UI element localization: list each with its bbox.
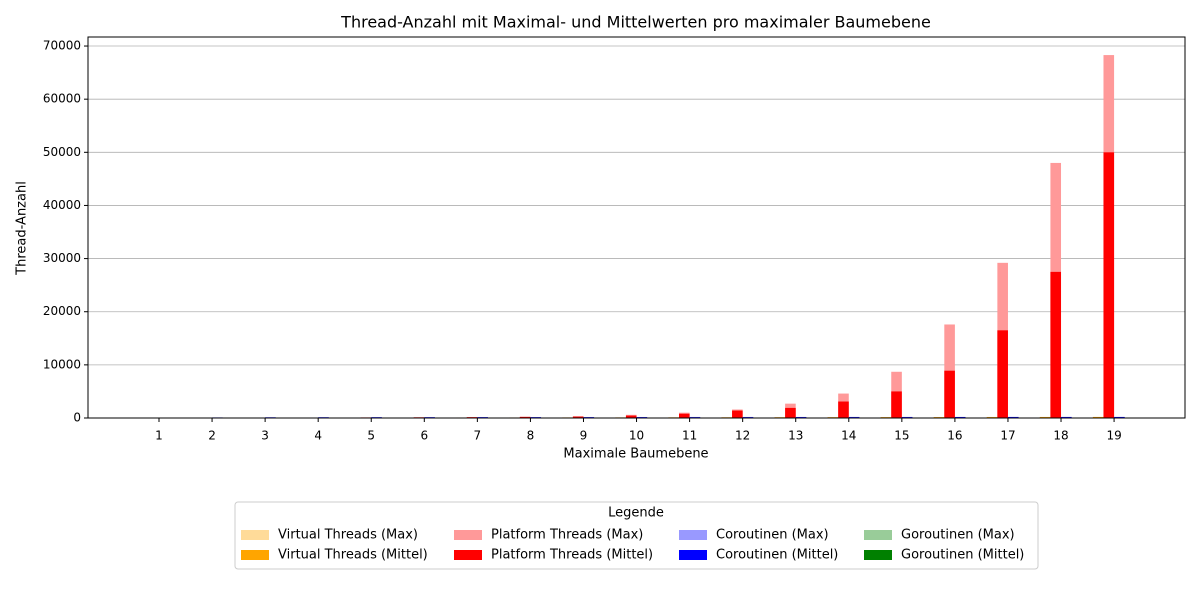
bar (1103, 152, 1115, 418)
x-tick-label: 1 (155, 429, 163, 443)
legend-swatch (679, 550, 707, 560)
y-tick-label: 10000 (43, 357, 81, 371)
x-tick-label: 10 (629, 429, 644, 443)
x-tick-label: 19 (1106, 429, 1121, 443)
legend-swatch (241, 550, 269, 560)
x-tick-label: 5 (367, 429, 375, 443)
legend-title: Legende (608, 506, 664, 521)
bar (679, 413, 690, 418)
legend-label: Goroutinen (Mittel) (901, 548, 1024, 563)
x-tick-label: 15 (894, 429, 909, 443)
bar (572, 416, 584, 418)
plot-frame (87, 36, 1186, 419)
legend-label: Platform Threads (Max) (491, 528, 643, 543)
x-tick-label: 13 (788, 429, 803, 443)
x-tick-label: 18 (1053, 429, 1068, 443)
bar (1092, 416, 1104, 418)
x-tick-label: 14 (841, 429, 856, 443)
x-tick-label: 16 (947, 429, 962, 443)
legend-swatch (454, 530, 482, 540)
y-axis-label: Thread-Anzahl (15, 181, 30, 276)
legend-label: Virtual Threads (Mittel) (278, 548, 428, 563)
legend-label: Coroutinen (Mittel) (716, 548, 838, 563)
y-tick-label: 50000 (43, 145, 81, 159)
x-tick-label: 6 (420, 429, 428, 443)
y-tick-label: 20000 (43, 304, 81, 318)
bar (785, 407, 796, 418)
bar (625, 415, 637, 418)
x-tick-label: 9 (580, 429, 588, 443)
legend-box (234, 501, 1039, 570)
x-tick-label: 2 (208, 429, 216, 443)
legend-label: Coroutinen (Max) (716, 528, 829, 543)
x-tick-label: 7 (474, 429, 482, 443)
bar (997, 330, 1008, 418)
legend-swatch (864, 530, 892, 540)
legend-label: Virtual Threads (Max) (278, 528, 418, 543)
bar (944, 370, 955, 418)
y-tick-label: 70000 (43, 39, 81, 53)
bar (891, 391, 902, 418)
y-tick-label: 30000 (43, 251, 81, 265)
bar (519, 416, 531, 418)
x-tick-label: 17 (1000, 429, 1015, 443)
bar (838, 401, 849, 418)
y-tick-label: 60000 (43, 92, 81, 106)
legend-swatch (454, 550, 482, 560)
legend-label: Platform Threads (Mittel) (491, 548, 653, 563)
x-tick-label: 4 (314, 429, 322, 443)
y-tick-label: 0 (73, 411, 81, 425)
x-axis-label: Maximale Baumebene (563, 447, 708, 462)
y-tick-label: 40000 (43, 198, 81, 212)
x-tick-label: 11 (682, 429, 697, 443)
bar (1050, 271, 1062, 418)
x-tick-label: 3 (261, 429, 269, 443)
x-tick-label: 8 (527, 429, 535, 443)
bar (732, 410, 743, 418)
legend-label: Goroutinen (Max) (901, 528, 1015, 543)
legend-swatch (864, 550, 892, 560)
legend-swatch (679, 530, 707, 540)
legend-swatch (241, 530, 269, 540)
x-tick-label: 12 (735, 429, 750, 443)
chart-title: Thread-Anzahl mit Maximal- und Mittelwer… (340, 13, 931, 32)
